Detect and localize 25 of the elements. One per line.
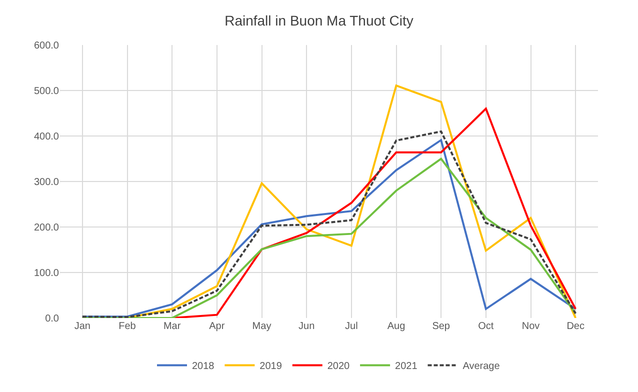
x-tick-label: Oct bbox=[478, 321, 494, 332]
x-tick-label: Aug bbox=[387, 321, 406, 332]
x-tick-label: Feb bbox=[118, 321, 136, 332]
legend-label: 2020 bbox=[327, 361, 350, 372]
y-tick-label: 400.0 bbox=[34, 132, 60, 142]
x-tick-label: Sep bbox=[432, 321, 450, 332]
x-tick-label: May bbox=[252, 321, 272, 332]
y-tick-label: 300.0 bbox=[34, 177, 60, 188]
y-tick-label: 200.0 bbox=[34, 222, 60, 234]
x-tick-label: Jul bbox=[345, 321, 358, 332]
x-tick-label: Jun bbox=[298, 321, 315, 332]
legend-label: Average bbox=[462, 361, 500, 372]
legend-label: 2018 bbox=[192, 361, 215, 372]
x-tick-label: Nov bbox=[522, 321, 540, 332]
x-tick-label: Jan bbox=[74, 321, 90, 332]
chart-title: Rainfall in Buon Ma Thuot City bbox=[224, 12, 414, 28]
legend-label: 2021 bbox=[395, 361, 418, 372]
legend-label: 2019 bbox=[260, 361, 282, 372]
x-tick-label: Apr bbox=[209, 321, 226, 332]
x-tick-label: Dec bbox=[566, 321, 584, 332]
y-tick-label: 600.0 bbox=[34, 40, 60, 52]
y-tick-label: 0.0 bbox=[45, 314, 60, 324]
x-tick-label: Mar bbox=[163, 321, 182, 332]
y-tick-label: 100.0 bbox=[34, 268, 60, 279]
y-tick-label: 500.0 bbox=[34, 86, 60, 97]
